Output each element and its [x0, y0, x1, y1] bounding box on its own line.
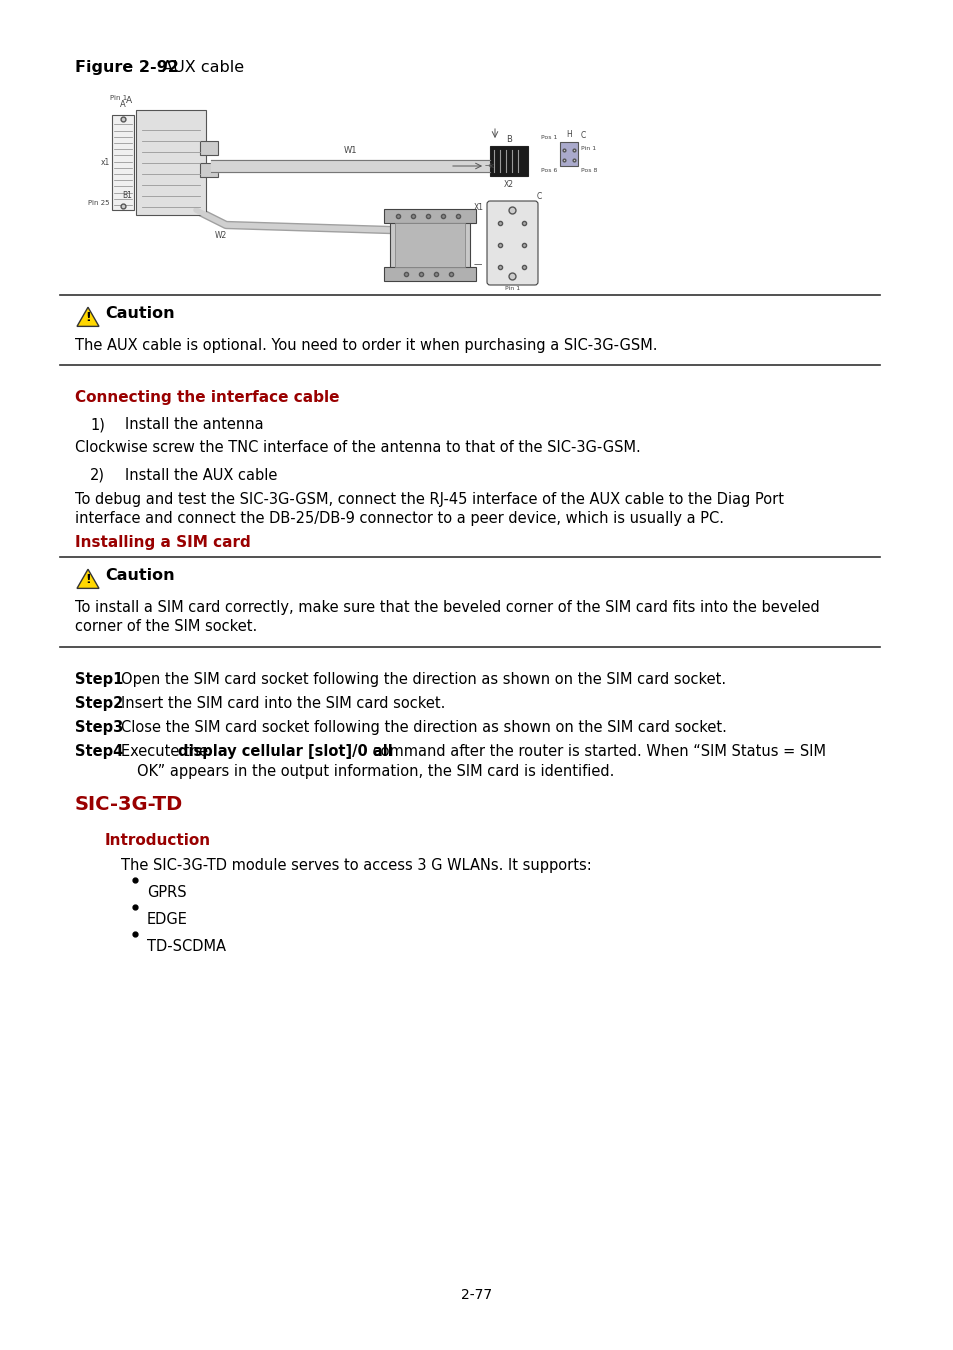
Text: Pos 1: Pos 1: [540, 135, 557, 140]
Text: Pin 25: Pin 25: [89, 200, 110, 207]
Text: Open the SIM card socket following the direction as shown on the SIM card socket: Open the SIM card socket following the d…: [121, 672, 725, 687]
Text: Execute the: Execute the: [121, 744, 213, 759]
Text: A: A: [120, 100, 126, 109]
FancyBboxPatch shape: [486, 201, 537, 285]
Bar: [200, 140, 218, 155]
Text: Connecting the interface cable: Connecting the interface cable: [75, 390, 339, 405]
Text: EDGE: EDGE: [147, 913, 188, 927]
FancyBboxPatch shape: [395, 223, 464, 267]
Text: Step2: Step2: [75, 697, 123, 711]
Text: 1): 1): [90, 417, 105, 432]
Text: Introduction: Introduction: [105, 833, 211, 848]
Text: X1: X1: [474, 202, 483, 212]
Text: X2: X2: [503, 180, 514, 189]
Polygon shape: [77, 570, 99, 589]
Text: SIC-3G-TD: SIC-3G-TD: [75, 795, 183, 814]
Text: B: B: [505, 135, 512, 144]
Text: Step4: Step4: [75, 744, 123, 759]
Text: Install the antenna: Install the antenna: [125, 417, 263, 432]
Bar: [112, 115, 133, 211]
Bar: [384, 209, 476, 223]
Text: display cellular [slot]/0 all: display cellular [slot]/0 all: [178, 744, 393, 759]
Text: Caution: Caution: [105, 567, 174, 582]
Text: Step1: Step1: [75, 672, 123, 687]
Text: Install the AUX cable: Install the AUX cable: [125, 468, 277, 483]
Text: W2: W2: [214, 231, 227, 240]
Bar: [490, 146, 527, 176]
Text: Pin 1: Pin 1: [580, 146, 596, 151]
Text: GPRS: GPRS: [147, 886, 187, 900]
Text: The SIC-3G-TD module serves to access 3 G WLANs. It supports:: The SIC-3G-TD module serves to access 3 …: [121, 859, 591, 873]
Text: Pin 1: Pin 1: [504, 286, 519, 292]
Text: Close the SIM card socket following the direction as shown on the SIM card socke: Close the SIM card socket following the …: [121, 720, 726, 734]
Text: !: !: [85, 312, 91, 324]
FancyBboxPatch shape: [136, 109, 206, 215]
Text: Pin 1: Pin 1: [111, 95, 128, 101]
Text: TD-SCDMA: TD-SCDMA: [147, 940, 226, 954]
Text: →k: →k: [484, 163, 495, 169]
Text: !: !: [85, 574, 91, 586]
Text: H: H: [565, 130, 571, 139]
Text: Caution: Caution: [105, 305, 174, 320]
Text: corner of the SIM socket.: corner of the SIM socket.: [75, 620, 257, 634]
Text: 2): 2): [90, 468, 105, 483]
Text: Insert the SIM card into the SIM card socket.: Insert the SIM card into the SIM card so…: [121, 697, 445, 711]
Polygon shape: [77, 308, 99, 327]
Text: C: C: [537, 192, 541, 201]
Text: Pos 6: Pos 6: [540, 167, 557, 173]
Text: AUX cable: AUX cable: [157, 59, 244, 76]
Text: The AUX cable is optional. You need to order it when purchasing a SIC-3G-GSM.: The AUX cable is optional. You need to o…: [75, 338, 657, 352]
Text: Figure 2-92: Figure 2-92: [75, 59, 179, 76]
Text: Clockwise screw the TNC interface of the antenna to that of the SIC-3G-GSM.: Clockwise screw the TNC interface of the…: [75, 440, 640, 455]
Text: B1: B1: [122, 190, 132, 200]
Text: Step3: Step3: [75, 720, 123, 734]
Text: interface and connect the DB-25/DB-9 connector to a peer device, which is usuall: interface and connect the DB-25/DB-9 con…: [75, 512, 723, 526]
FancyBboxPatch shape: [390, 215, 470, 275]
Text: command after the router is started. When “SIM Status = SIM: command after the router is started. Whe…: [368, 744, 825, 759]
Bar: [200, 163, 218, 177]
Text: W1: W1: [343, 146, 356, 155]
Bar: [384, 267, 476, 281]
Text: 2-77: 2-77: [461, 1288, 492, 1301]
Text: To install a SIM card correctly, make sure that the beveled corner of the SIM ca: To install a SIM card correctly, make su…: [75, 599, 819, 616]
Text: Installing a SIM card: Installing a SIM card: [75, 535, 251, 549]
Text: Pos 8: Pos 8: [580, 167, 597, 173]
Text: C: C: [580, 131, 586, 140]
Text: OK” appears in the output information, the SIM card is identified.: OK” appears in the output information, t…: [137, 764, 614, 779]
Text: To debug and test the SIC-3G-GSM, connect the RJ-45 interface of the AUX cable t: To debug and test the SIC-3G-GSM, connec…: [75, 491, 783, 508]
Text: —: —: [474, 261, 482, 270]
Bar: [559, 142, 578, 166]
Text: x1: x1: [101, 158, 110, 167]
Text: A: A: [126, 96, 132, 105]
